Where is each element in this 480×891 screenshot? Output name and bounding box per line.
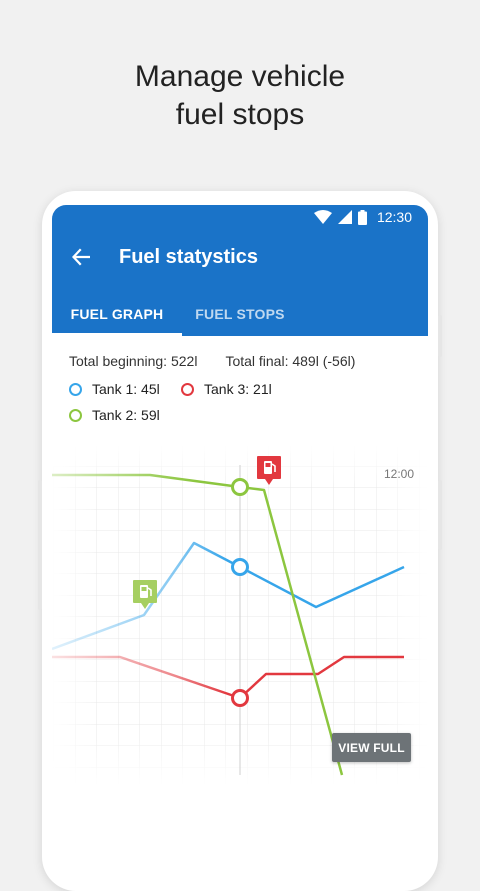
total-beginning: Total beginning: 522l — [69, 353, 198, 369]
tab-bar: FUEL GRAPH FUEL STOPS — [52, 291, 428, 336]
headline-line-1: Manage vehicle — [134, 60, 346, 93]
tab-fuel-graph-label: FUEL GRAPH — [70, 305, 164, 322]
tank-3-marker[interactable] — [231, 689, 249, 707]
tab-fuel-stops[interactable]: FUEL STOPS — [182, 291, 298, 336]
tab-fuel-graph[interactable]: FUEL GRAPH — [52, 291, 182, 336]
arrow-back-icon — [72, 248, 90, 266]
app-bar: 12:30 Fuel statystics FUEL GRAPH FUEL ST… — [52, 205, 428, 336]
tab-fuel-stops-label: FUEL STOPS — [195, 305, 285, 322]
headline: Manage vehicle fuel stops — [0, 58, 480, 134]
fuel-stop-marker-red[interactable] — [257, 456, 281, 485]
legend-tank-3: Tank 3: 21l — [181, 381, 272, 397]
phone-side-button — [438, 480, 442, 550]
view-full-button[interactable]: VIEW FULL — [332, 733, 411, 762]
wifi-icon — [313, 210, 332, 224]
fuel-summary: Total beginning: 522l Total final: 489l … — [69, 353, 355, 369]
total-final: Total final: 489l (-56l) — [225, 353, 356, 369]
fuel-pump-icon — [140, 585, 152, 598]
tank-1-marker[interactable] — [231, 558, 249, 576]
view-full-label: VIEW FULL — [338, 740, 405, 755]
time-label: 12:00 — [384, 467, 414, 481]
tank-2-dot — [69, 408, 82, 422]
fuel-pump-icon — [264, 461, 276, 474]
toolbar: Fuel statystics — [52, 235, 428, 279]
tank-3-line — [52, 655, 404, 700]
legend-tank-1-label: Tank 1: 45l — [92, 381, 160, 397]
tank-2-marker[interactable] — [231, 478, 249, 496]
signal-icon — [337, 210, 352, 224]
page-title: Fuel statystics — [119, 245, 258, 268]
legend-tank-3-label: Tank 3: 21l — [204, 381, 272, 397]
tank-1-line — [52, 541, 405, 651]
legend-tank-1: Tank 1: 45l — [69, 381, 160, 397]
legend-tank-2-label: Tank 2: 59l — [92, 407, 160, 423]
battery-icon — [357, 209, 367, 225]
phone-power-button — [438, 315, 442, 357]
back-button[interactable] — [69, 245, 93, 269]
fuel-graph: 12:00 — [52, 445, 428, 785]
phone-volume-button — [38, 480, 42, 610]
headline-line-2: fuel stops — [175, 98, 305, 131]
status-bar: 12:30 — [313, 207, 412, 227]
status-time: 12:30 — [376, 209, 412, 225]
legend-tank-2: Tank 2: 59l — [69, 407, 160, 423]
fuel-stop-marker-green[interactable] — [133, 580, 157, 609]
tank-3-dot — [181, 382, 194, 396]
tank-1-dot — [69, 382, 82, 396]
app-screen: 12:30 Fuel statystics FUEL GRAPH FUEL ST… — [52, 205, 428, 865]
